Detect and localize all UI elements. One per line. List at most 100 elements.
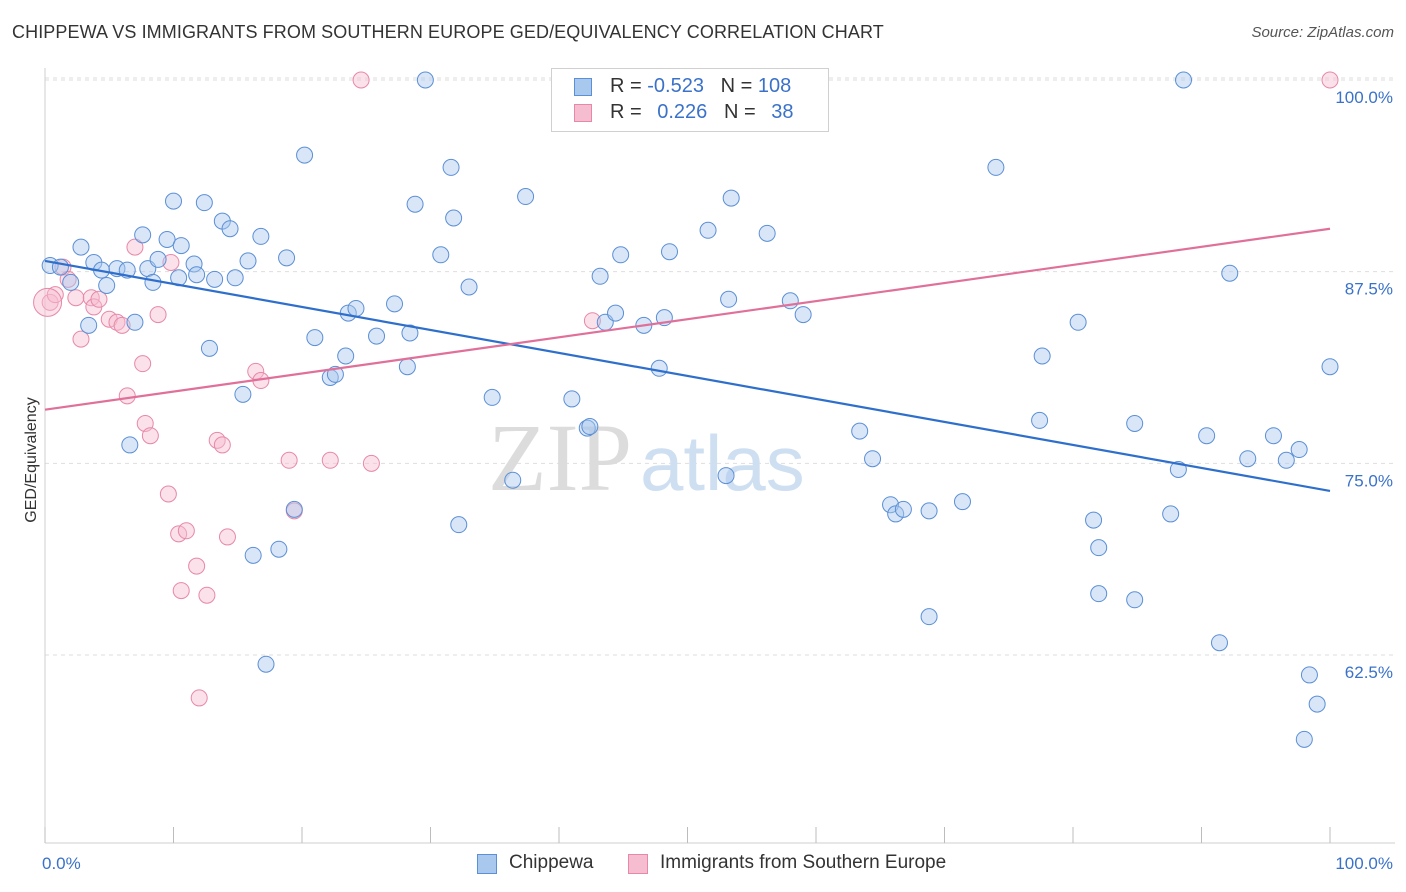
chippewa-point — [257, 655, 275, 673]
legend-n-value-immigrants: 38 — [771, 101, 794, 123]
chippewa-point — [195, 194, 213, 212]
chippewa-point — [717, 467, 735, 485]
chippewa-points — [41, 71, 1339, 748]
chippewa-point — [401, 324, 419, 342]
legend-n-label: N = — [723, 101, 762, 123]
legend-swatch-immigrants — [574, 104, 592, 122]
chippewa-point — [144, 273, 162, 291]
chippewa-point — [1090, 585, 1108, 603]
chart-source: Source: ZipAtlas.com — [1251, 24, 1394, 41]
chippewa-point — [221, 220, 239, 238]
chippewa-point — [722, 189, 740, 207]
trend-lines — [44, 227, 1331, 493]
immigrants-point — [280, 451, 298, 469]
legend-r-label: R = — [610, 75, 648, 97]
chippewa-point — [650, 359, 668, 377]
chippewa-point — [368, 327, 386, 345]
chippewa-point — [720, 290, 738, 308]
y-tick-label: 87.5% — [1345, 280, 1393, 299]
immigrants-trend-line — [44, 227, 1331, 411]
immigrants-point — [141, 427, 159, 445]
immigrants-point — [177, 522, 195, 540]
chippewa-point — [244, 546, 262, 564]
chippewa-point — [661, 243, 679, 261]
chippewa-point — [432, 246, 450, 264]
chippewa-point — [406, 195, 424, 213]
chippewa-point — [699, 221, 717, 239]
chippewa-point — [1290, 441, 1308, 459]
immigrants-point — [72, 330, 90, 348]
chippewa-point — [450, 516, 468, 534]
immigrants-point — [67, 289, 85, 307]
chippewa-point — [1295, 730, 1313, 748]
immigrants-point — [162, 253, 180, 271]
chippewa-point — [416, 71, 434, 89]
series-legend: Chippewa Immigrants from Southern Europe — [0, 852, 1406, 876]
chippewa-point — [134, 226, 152, 244]
immigrants-point — [108, 313, 126, 331]
immigrants-point — [118, 387, 136, 405]
chippewa-point — [1126, 591, 1144, 609]
chippewa-point — [51, 258, 69, 276]
chippewa-point — [1033, 347, 1051, 365]
immigrants-point — [213, 436, 231, 454]
chippewa-point — [1090, 539, 1108, 557]
chippewa-point — [80, 316, 98, 334]
chippewa-point — [1069, 313, 1087, 331]
chippewa-point — [920, 608, 938, 626]
chippewa-point — [62, 273, 80, 291]
chippewa-point — [1031, 411, 1049, 429]
grid-lines — [45, 77, 1395, 656]
chippewa-point — [1126, 414, 1144, 432]
chippewa-point — [1221, 264, 1239, 282]
chippewa-point — [252, 227, 270, 245]
chippewa-point — [1162, 505, 1180, 523]
chippewa-point — [460, 278, 478, 296]
chippewa-point — [1210, 634, 1228, 652]
chippewa-point — [794, 306, 812, 324]
x-tick-label-max: 100.0% — [1335, 854, 1393, 873]
chippewa-point — [920, 502, 938, 520]
chippewa-point — [581, 418, 599, 436]
chippewa-point — [172, 237, 190, 255]
series-label-chippewa: Chippewa — [509, 852, 594, 873]
chippewa-point — [1175, 71, 1193, 89]
chippewa-point — [72, 238, 90, 256]
immigrants-point — [126, 238, 144, 256]
immigrants-point — [218, 528, 236, 546]
chippewa-point — [1264, 427, 1282, 445]
chippewa-point — [398, 358, 416, 376]
chippewa-point — [1308, 695, 1326, 713]
legend-r-value-chippewa: -0.523 — [647, 75, 704, 97]
y-axis-label: GED/Equivalency — [23, 397, 40, 522]
immigrants-point — [90, 290, 108, 308]
chippewa-point — [337, 347, 355, 365]
chippewa-point — [126, 313, 144, 331]
immigrants-point — [1321, 71, 1339, 89]
immigrants-point — [59, 270, 77, 288]
correlation-legend: R = -0.523 N = 108 R = 0.226 N = 38 — [551, 68, 829, 132]
chippewa-point — [517, 188, 535, 206]
legend-n-label: N = — [720, 75, 758, 97]
chippewa-point — [445, 209, 463, 227]
immigrants-point — [149, 306, 167, 324]
chippewa-point — [882, 496, 900, 514]
chippewa-point — [1300, 666, 1318, 684]
y-tick-label: 100.0% — [1335, 88, 1393, 107]
watermark: ZIP atlas — [488, 404, 805, 511]
immigrants-point — [321, 451, 339, 469]
chippewa-point — [1085, 511, 1103, 529]
chippewa-point — [504, 471, 522, 489]
immigrants-point — [188, 557, 206, 575]
chippewa-point — [386, 295, 404, 313]
chippewa-point — [953, 493, 971, 511]
chippewa-point — [278, 249, 296, 267]
immigrants-point — [362, 454, 380, 472]
chippewa-point — [296, 146, 314, 164]
chippewa-point — [591, 267, 609, 285]
legend-r-value-immigrants: 0.226 — [657, 101, 708, 123]
series-swatch-immigrants — [628, 854, 648, 874]
chippewa-point — [98, 276, 116, 294]
legend-swatch-chippewa — [574, 78, 592, 96]
